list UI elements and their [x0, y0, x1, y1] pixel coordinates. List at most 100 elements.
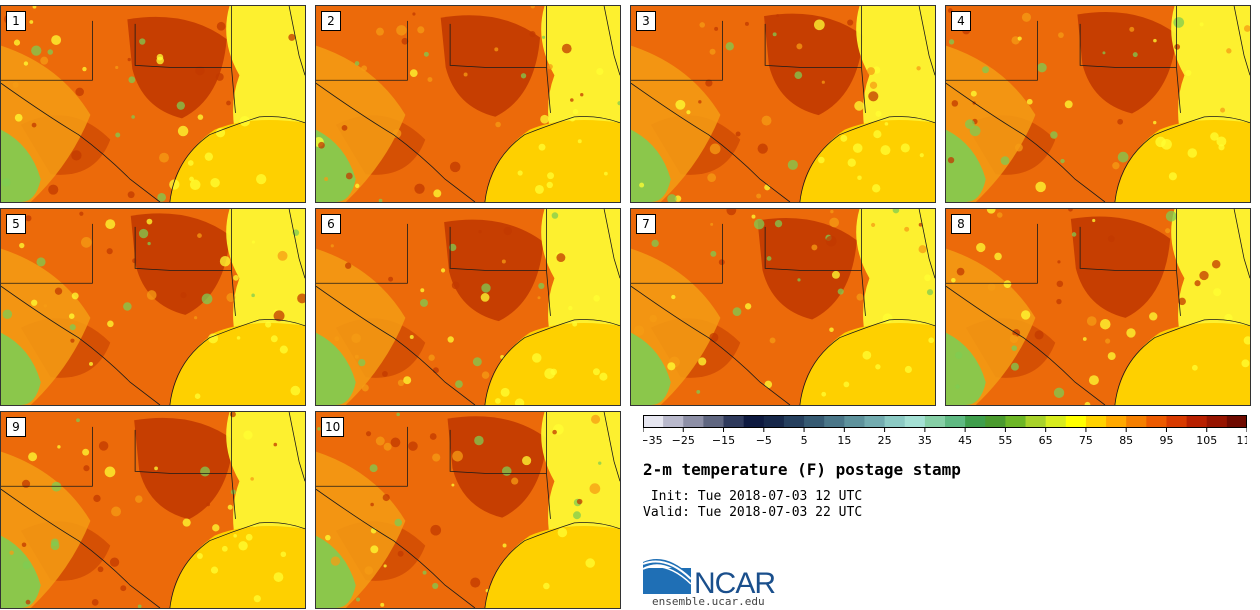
temperature-speckle: [1003, 280, 1012, 288]
temperature-speckle: [31, 45, 42, 56]
temperature-speckle: [176, 101, 185, 110]
temperature-speckle: [210, 566, 219, 574]
temperature-speckle: [194, 393, 201, 399]
temperature-speckle: [1213, 288, 1222, 297]
temperature-speckle: [54, 287, 63, 295]
temperature-speckle: [376, 27, 384, 36]
temperature-speckle: [463, 72, 468, 77]
temperature-speckle: [550, 368, 558, 376]
temperature-speckle: [169, 179, 180, 190]
temperature-speckle: [854, 101, 864, 111]
temperature-speckle: [288, 33, 296, 41]
temperature-speckle: [273, 572, 284, 582]
gulf-of-mexico: [169, 526, 305, 608]
temperature-speckle: [1168, 172, 1177, 181]
temperature-speckle: [880, 145, 891, 156]
temperature-speckle: [651, 239, 659, 248]
boundary-line: [1114, 116, 1250, 202]
temperature-speckle: [9, 550, 14, 555]
boundary-line: [169, 522, 305, 608]
temperature-speckle: [354, 354, 359, 359]
temperature-speckle: [797, 278, 801, 282]
temperature-speckle: [825, 235, 837, 247]
temperature-speckle: [918, 245, 927, 254]
gulf-of-mexico: [1114, 120, 1250, 202]
temperature-speckle: [1057, 260, 1061, 264]
temperature-speckle: [596, 67, 604, 76]
temperature-speckle: [383, 442, 392, 451]
temperature-speckle: [1017, 36, 1022, 41]
temperature-speckle: [1161, 138, 1172, 150]
temperature-speckle: [537, 296, 541, 300]
temperature-speckle: [570, 98, 574, 102]
temperature-speckle: [208, 333, 219, 344]
temperature-speckle: [916, 66, 921, 71]
temperature-speckle: [546, 181, 553, 189]
temperature-speckle: [928, 337, 935, 344]
temperature-speckle: [757, 143, 768, 154]
temperature-speckle: [432, 582, 439, 589]
colorbar-tick-label: 15: [837, 434, 851, 447]
temperature-speckle: [270, 335, 278, 343]
colorbar-tick-label: −5: [756, 434, 772, 447]
temperature-speckle: [769, 337, 776, 344]
temperature-speckle: [79, 211, 84, 216]
temperature-speckle: [251, 240, 256, 244]
temperature-speckle: [383, 564, 387, 568]
temperature-speckle: [187, 160, 194, 166]
temperature-speckle: [139, 38, 146, 45]
temperature-speckle: [573, 511, 581, 520]
temperature-speckle: [926, 289, 934, 296]
temperature-speckle: [1243, 336, 1250, 345]
temperature-speckle: [104, 466, 116, 478]
temperature-speckle: [375, 436, 385, 446]
temperature-speckle: [69, 324, 76, 331]
colorbar-swatch: [1005, 415, 1027, 428]
colorbar-swatch: [1065, 415, 1087, 428]
temperature-speckle: [1058, 32, 1064, 38]
temperature-speckle: [1086, 316, 1097, 326]
colorbar-tick-label: −35: [643, 434, 663, 447]
temperature-speckle: [1102, 51, 1106, 55]
temperature-speckle: [503, 226, 513, 236]
temperature-speckle: [236, 336, 241, 340]
boundary-line: [918, 6, 935, 76]
cool-region: [1, 129, 41, 202]
temperature-speckle: [70, 338, 75, 343]
temperature-speckle: [1199, 270, 1209, 281]
colorbar-swatch: [965, 415, 986, 428]
temperature-speckle: [219, 256, 231, 267]
temperature-speckle: [1107, 235, 1115, 243]
temperature-speckle: [709, 143, 721, 155]
temperature-speckle: [1, 177, 11, 187]
temperature-speckle: [761, 115, 772, 126]
temperature-speckle: [233, 534, 237, 538]
colorbar-swatch: [1126, 415, 1147, 428]
map-panel-3: 3: [630, 5, 936, 203]
boundary-line: [946, 223, 1038, 284]
temperature-speckle: [115, 65, 119, 70]
temperature-speckle: [534, 184, 544, 194]
temperature-speckle: [115, 132, 121, 138]
colorbar-tick-label: 5: [801, 434, 808, 447]
boundary-line: [1114, 319, 1250, 405]
hot-region: [764, 13, 864, 116]
temperature-speckle: [71, 292, 79, 300]
temperature-speckle: [698, 357, 707, 366]
temperature-speckle: [1037, 62, 1047, 73]
temperature-speckle: [154, 466, 158, 471]
colorbar-swatch: [683, 415, 704, 428]
temperature-speckle: [127, 191, 135, 199]
temperature-speckle: [2, 309, 13, 319]
colorbar-swatch: [985, 415, 1006, 428]
temperature-speckle: [25, 599, 31, 605]
temperature-speckle: [345, 262, 352, 269]
colorbar-swatch: [1166, 415, 1188, 428]
temperature-speckle: [982, 66, 990, 74]
boundary-line: [603, 412, 620, 482]
boundary-line: [134, 429, 232, 474]
temperature-map: [1, 6, 305, 202]
temperature-speckle: [705, 79, 713, 87]
map-panel-9: 9: [0, 411, 306, 609]
temperature-speckle: [707, 173, 717, 183]
